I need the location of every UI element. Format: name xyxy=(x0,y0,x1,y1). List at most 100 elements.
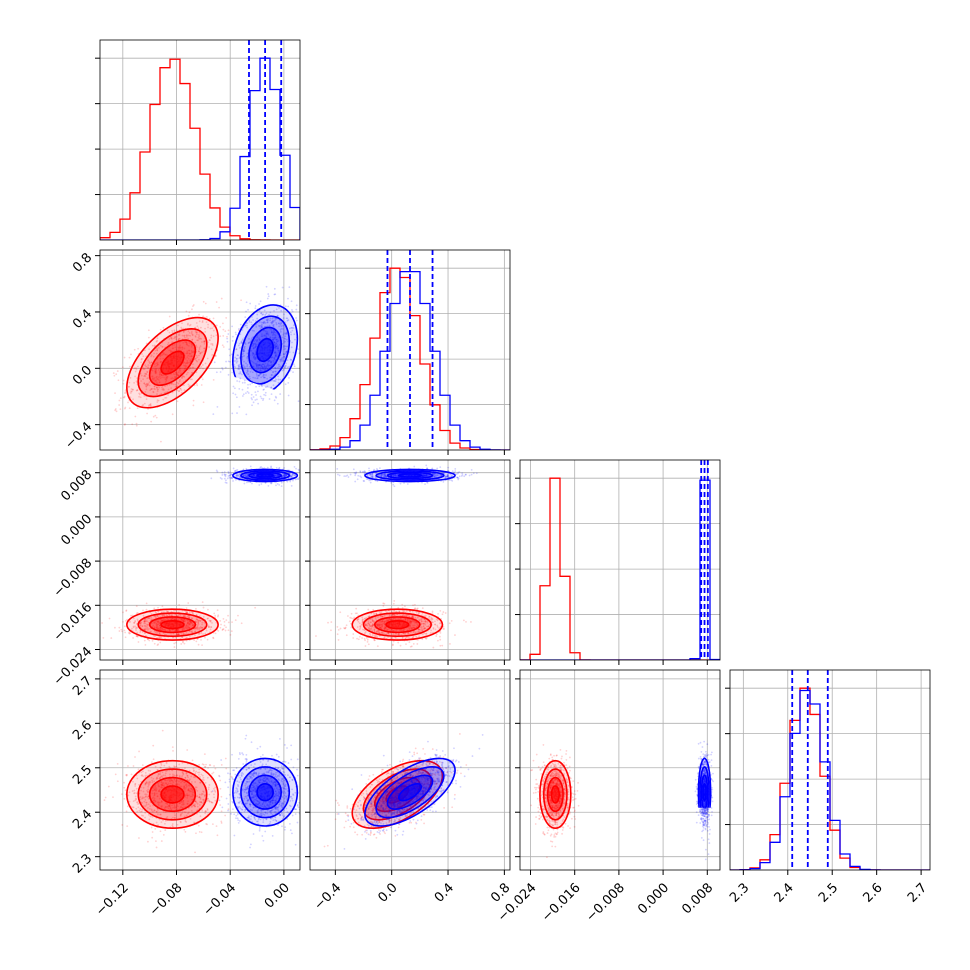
scatter-point xyxy=(254,358,256,360)
scatter-point xyxy=(132,388,134,391)
scatter-point xyxy=(145,342,148,345)
scatter-point xyxy=(144,627,147,630)
scatter-point xyxy=(155,626,157,629)
scatter-point xyxy=(156,631,159,634)
scatter-point xyxy=(246,322,249,325)
scatter-point xyxy=(133,348,136,351)
scatter-point xyxy=(158,620,160,623)
scatter-point xyxy=(144,622,147,625)
scatter-point xyxy=(188,623,191,626)
scatter-point xyxy=(410,645,413,648)
scatter-point xyxy=(437,612,439,615)
scatter-point xyxy=(270,361,272,364)
scatter-point xyxy=(265,386,267,389)
scatter-point xyxy=(170,387,173,389)
scatter-point xyxy=(255,326,258,328)
scatter-point xyxy=(215,334,218,337)
scatter-point xyxy=(270,374,273,376)
scatter-point xyxy=(196,619,199,621)
scatter-point xyxy=(245,310,247,313)
scatter-point xyxy=(203,350,206,352)
scatter-point xyxy=(185,341,188,344)
scatter-point xyxy=(192,624,194,627)
scatter-point xyxy=(197,622,200,624)
scatter-point xyxy=(183,615,185,618)
scatter-point xyxy=(174,376,177,378)
scatter-point xyxy=(120,628,123,631)
scatter-point xyxy=(208,339,211,341)
scatter-point xyxy=(253,342,256,345)
scatter-point xyxy=(416,608,418,611)
scatter-point xyxy=(277,349,280,352)
panel-frame xyxy=(309,249,511,451)
scatter-point xyxy=(191,622,193,624)
scatter-point xyxy=(211,343,214,345)
scatter-point xyxy=(268,360,271,362)
scatter-point xyxy=(295,308,298,311)
scatter-point xyxy=(112,372,115,375)
scatter-point xyxy=(193,639,196,641)
scatter-point xyxy=(157,606,159,609)
scatter-point xyxy=(136,626,139,629)
scatter-point xyxy=(187,354,190,357)
scatter-point xyxy=(130,388,133,390)
scatter-point xyxy=(211,344,214,346)
scatter-point xyxy=(135,635,138,638)
scatter-point xyxy=(261,366,264,368)
scatter-point xyxy=(230,473,233,476)
scatter-point xyxy=(254,305,257,307)
scatter-point xyxy=(275,317,277,320)
scatter-point xyxy=(272,371,274,374)
scatter-point xyxy=(128,381,131,384)
scatter-point xyxy=(151,387,154,390)
scatter-point xyxy=(258,325,261,328)
scatter-point xyxy=(188,616,191,619)
scatter-point xyxy=(223,620,226,623)
scatter-point xyxy=(194,627,197,630)
scatter-point xyxy=(254,307,257,310)
scatter-point xyxy=(289,480,292,483)
scatter-point xyxy=(238,406,241,408)
scatter-point xyxy=(172,618,175,621)
scatter-point xyxy=(266,466,269,469)
scatter-point xyxy=(276,340,278,343)
scatter-point xyxy=(157,621,159,623)
scatter-point xyxy=(171,341,174,343)
scatter-point xyxy=(191,338,194,341)
scatter-point xyxy=(286,480,289,483)
scatter-point xyxy=(215,301,218,303)
scatter-point xyxy=(187,626,190,629)
scatter-point xyxy=(234,366,237,369)
scatter-point xyxy=(262,373,265,376)
scatter-point xyxy=(183,335,186,337)
scatter-point xyxy=(255,357,258,360)
scatter-point xyxy=(425,637,428,640)
scatter-point xyxy=(271,336,274,339)
scatter-point xyxy=(202,401,205,404)
scatter-point xyxy=(189,622,192,625)
scatter-point xyxy=(237,367,240,370)
scatter-point xyxy=(122,382,125,385)
scatter-point xyxy=(175,629,178,632)
scatter-point xyxy=(227,373,230,376)
scatter-point xyxy=(209,620,212,623)
scatter-point xyxy=(369,481,372,484)
scatter-point xyxy=(190,630,193,633)
scatter-point xyxy=(255,345,258,348)
scatter-point xyxy=(213,361,216,364)
scatter-point xyxy=(101,622,104,624)
scatter-point xyxy=(264,362,267,365)
scatter-point xyxy=(185,310,188,313)
scatter-point xyxy=(277,322,280,325)
scatter-point xyxy=(214,614,217,617)
scatter-point xyxy=(291,326,294,329)
scatter-point xyxy=(247,342,250,345)
scatter-point xyxy=(159,370,161,373)
scatter-point xyxy=(158,381,161,384)
scatter-point xyxy=(273,341,276,344)
scatter-point xyxy=(243,346,246,349)
scatter-point xyxy=(262,363,264,366)
scatter-point xyxy=(290,358,293,361)
scatter-point xyxy=(238,380,241,383)
scatter-point xyxy=(245,413,248,416)
